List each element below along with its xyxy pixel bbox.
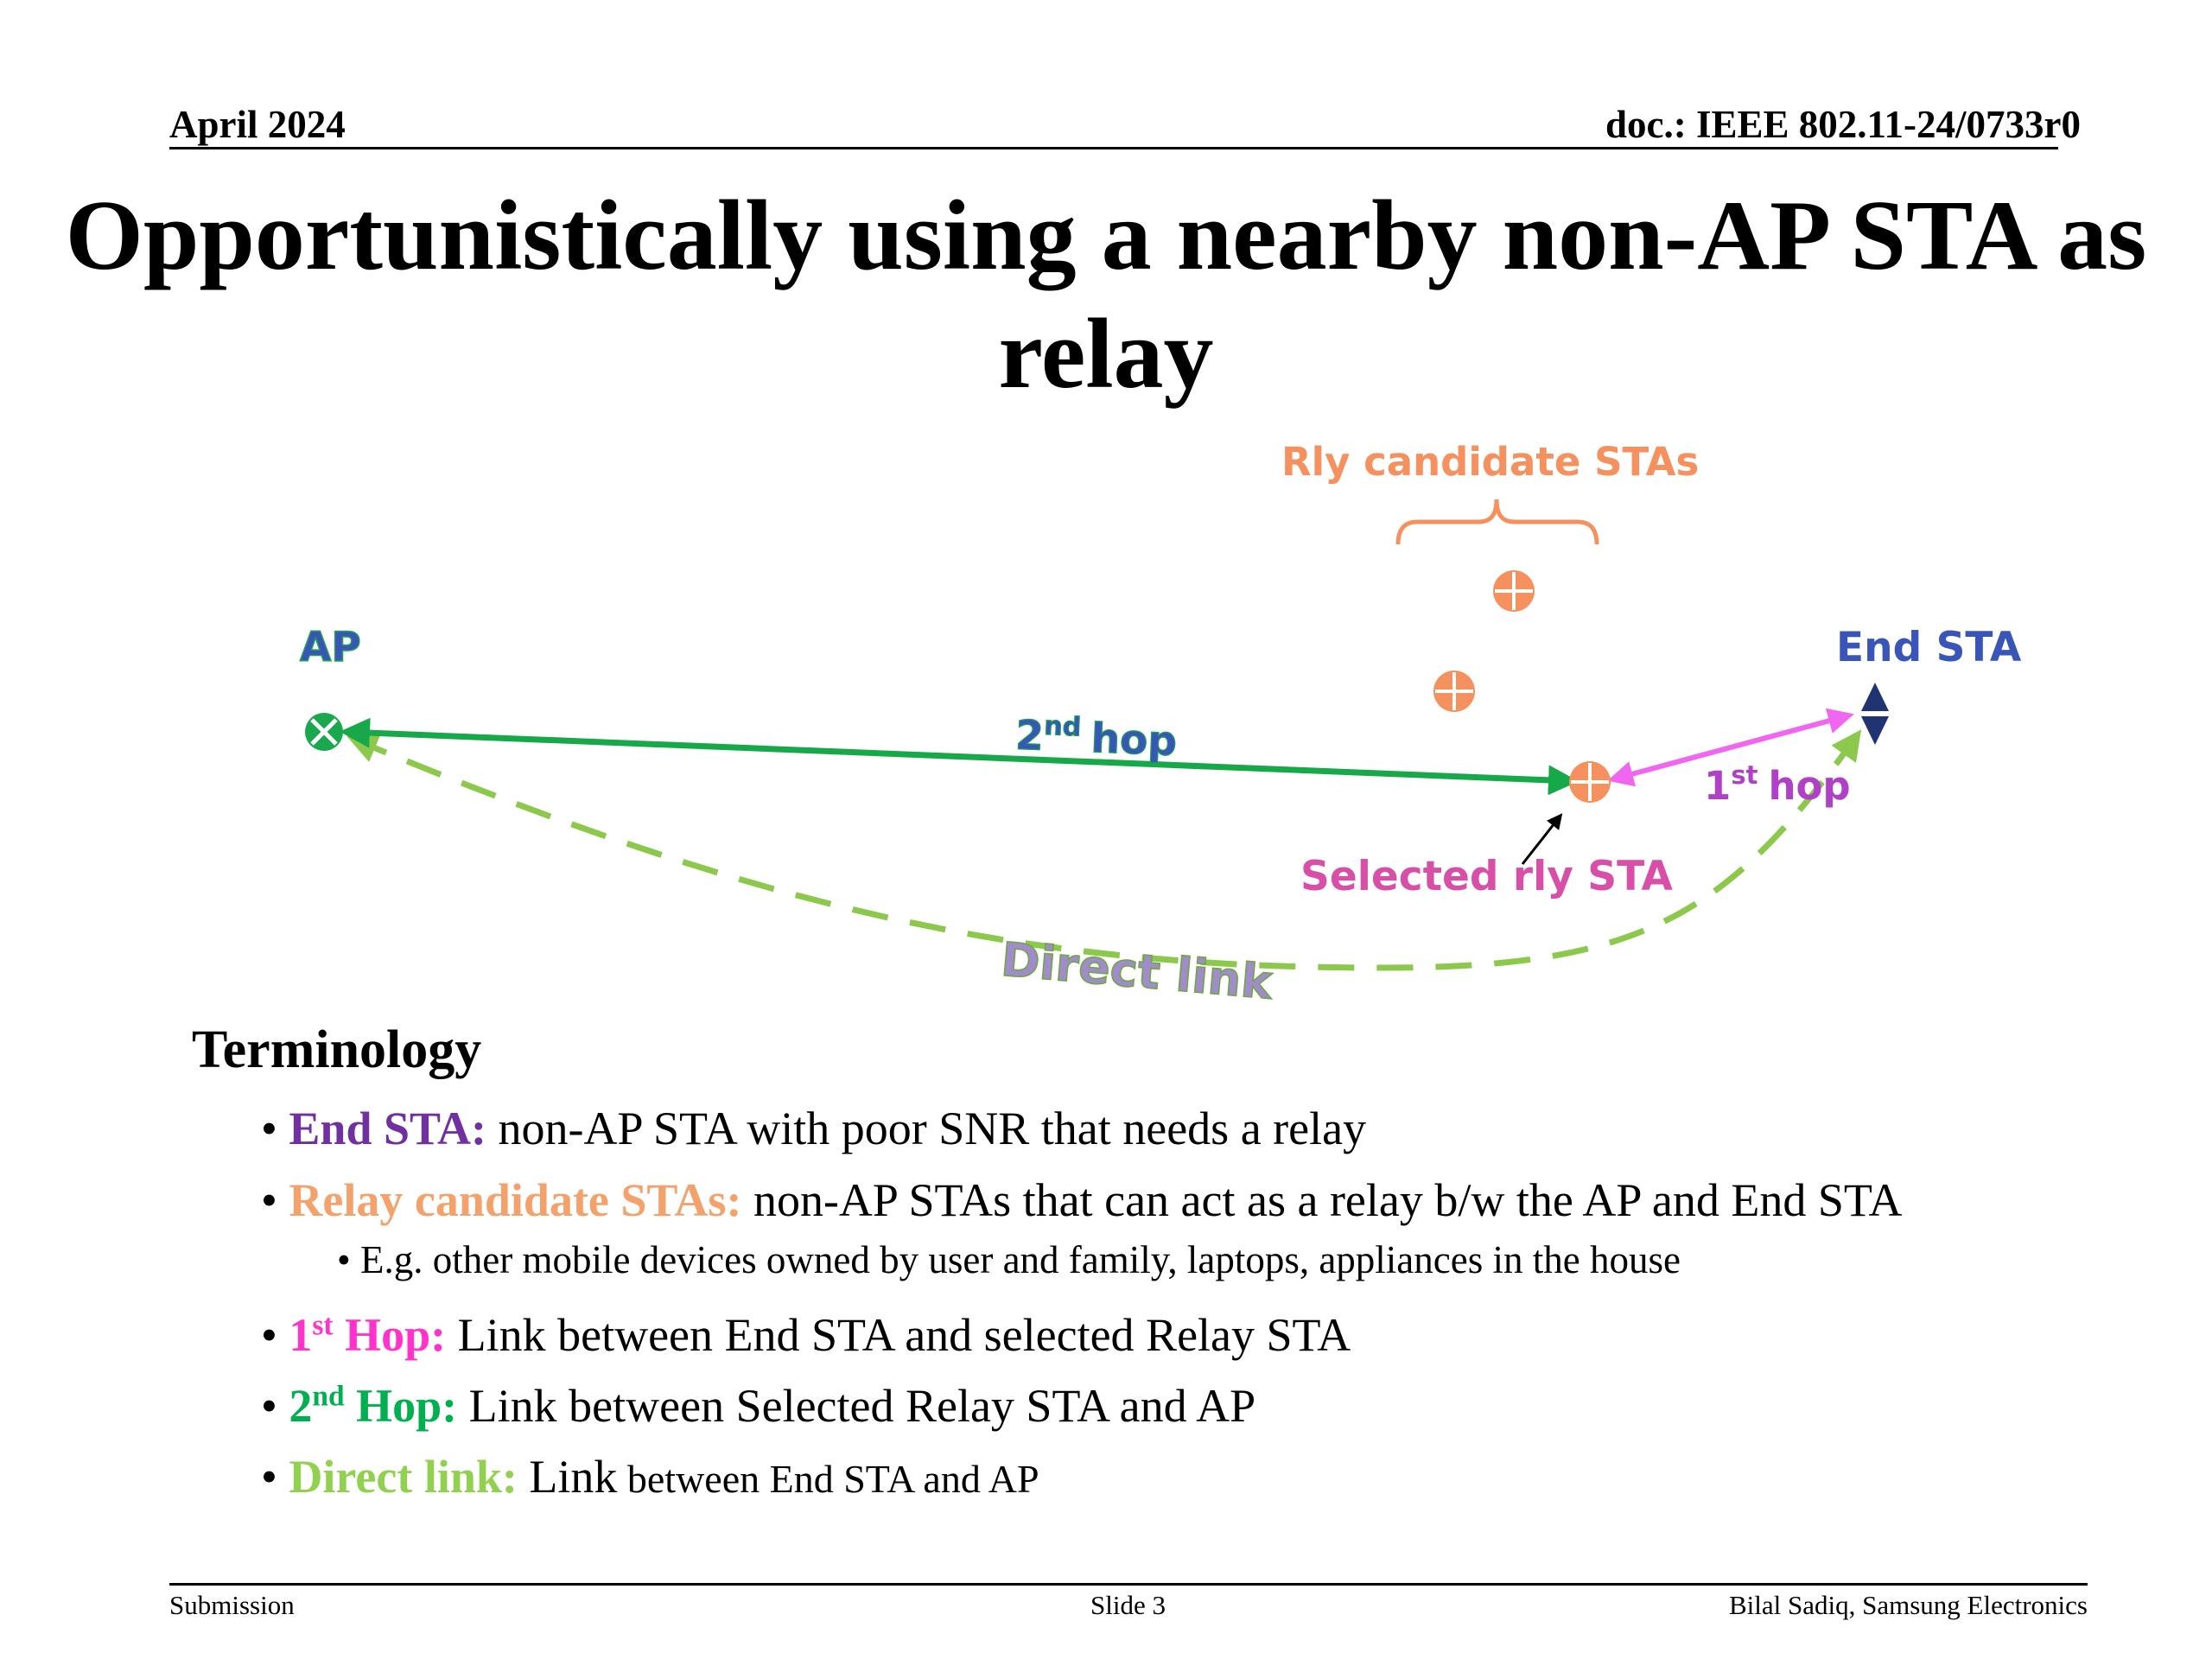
direct-link-line — [346, 729, 1862, 971]
bullet: • — [261, 1174, 289, 1226]
header-doc-id: doc.: IEEE 802.11-24/0733r0 — [1605, 103, 2081, 146]
selected-relay-node-icon — [1569, 761, 1611, 803]
bullet: • — [261, 1103, 289, 1154]
footer-author: Bilal Sadiq, Samsung Electronics — [1728, 1590, 2088, 1620]
relay-candidate-node-icon — [1493, 570, 1535, 612]
term-item-end-sta: • End STA: non-AP STA with poor SNR that… — [261, 1103, 1367, 1154]
bullet: • — [261, 1451, 289, 1503]
term-item-relay-candidates: • Relay candidate STAs: non-AP STAs that… — [261, 1174, 1903, 1226]
ap-label: AP — [300, 624, 361, 671]
header-date: April 2024 — [169, 103, 346, 146]
bullet: • — [337, 1238, 361, 1281]
bullet: • — [261, 1380, 289, 1432]
selected-rly-label: Selected rly STA — [1300, 853, 1673, 900]
hop1-label: 1st hop — [1704, 760, 1851, 809]
hop2-label: 2nd hop — [1014, 710, 1178, 766]
rly-candidate-label: Rly candidate STAs — [1281, 439, 1699, 485]
footer-rule — [169, 1583, 2088, 1586]
footer-slide-number: Slide 3 — [1090, 1590, 1166, 1620]
term-item-hop2: • 2nd Hop: Link between Selected Relay S… — [261, 1380, 1256, 1432]
hop2-line — [340, 717, 1579, 796]
end-sta-label: End STA — [1836, 624, 2022, 671]
slide-title: Opportunistically using a nearby non-AP … — [65, 181, 2147, 410]
terminology-heading: Terminology — [192, 1020, 482, 1079]
end-sta-node-icon — [1861, 683, 1889, 745]
term-item-hop1: • 1st Hop: Link between End STA and sele… — [261, 1309, 1351, 1361]
term-sub-item-examples: • E.g. other mobile devices owned by use… — [337, 1238, 1681, 1281]
bullet: • — [261, 1309, 289, 1361]
direct-link-label: Direct link — [999, 932, 1275, 1010]
candidates-bracket — [1395, 499, 1599, 545]
term-item-direct-link: • Direct link: Link between End STA and … — [261, 1451, 1039, 1503]
selected-rly-pointer — [1521, 813, 1563, 865]
ap-node-icon — [305, 713, 343, 751]
header-rule — [169, 147, 2058, 149]
relay-candidate-node-icon — [1433, 671, 1475, 712]
hop1-line — [1607, 708, 1854, 787]
footer-submission: Submission — [169, 1590, 295, 1620]
